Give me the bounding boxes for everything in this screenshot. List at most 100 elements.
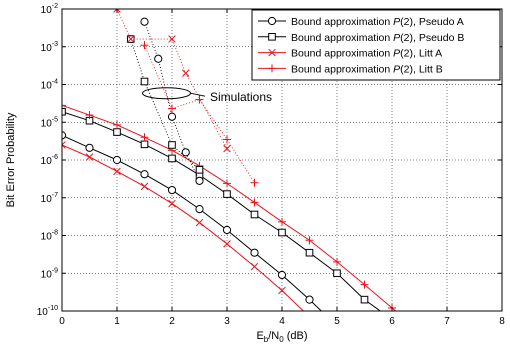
simulation-4-point (195, 95, 204, 104)
series-4-point (62, 101, 66, 110)
y-tick-label: 10-2 (41, 3, 58, 16)
x-tick-label: 2 (169, 316, 175, 327)
simulation-1-point (154, 54, 163, 63)
series-3-point (306, 313, 313, 320)
series-2-point (333, 269, 341, 278)
legend-entry-4: Bound approximation P(2), Litt B (258, 63, 443, 75)
legend-entry-1: Bound approximation P(2), Pseudo A (258, 16, 464, 28)
x-axis-label-sub-0: 0 (279, 335, 284, 344)
series-4-point (85, 111, 94, 120)
y-tick-label: 10-4 (41, 79, 58, 92)
legend-label: Bound approximation P(2), Pseudo A (291, 16, 464, 28)
simulation-2-point (195, 166, 204, 174)
y-tick-label: 10-7 (41, 192, 58, 205)
series-2-point (223, 190, 231, 198)
series-3-point (85, 153, 94, 161)
legend-entry-3: Bound approximation P(2), Litt A (258, 48, 442, 60)
axis-ticks: 0 1 2 3 4 5 6 7 8 10-10 10-9 10-8 10-7 10-6 10-5 10-4 10… (37, 3, 505, 327)
legend: Bound approximation P(2), Pseudo A Bound … (251, 9, 501, 81)
simulation-1-point (195, 176, 204, 185)
series-3-point (140, 182, 149, 191)
series-2-point (416, 342, 423, 346)
series-2-point (168, 154, 176, 163)
series-layer (62, 101, 424, 346)
x-tick-label: 3 (224, 316, 230, 327)
series-2-point (360, 295, 369, 304)
series-2-point (140, 140, 149, 149)
series-4-point (360, 280, 369, 289)
legend-label: Bound approximation P(2), Pseudo B (291, 32, 464, 44)
y-tick-label: 10-9 (41, 267, 58, 280)
x-axis-label: Eb/N0 (dB) (256, 330, 307, 344)
series-4-point (140, 133, 149, 142)
series-1-point (140, 170, 149, 179)
x-tick-label: 8 (499, 316, 505, 327)
x-axis-label-main: E (256, 330, 263, 342)
series-3-point (168, 199, 176, 208)
y-tick-label: 10-5 (41, 116, 58, 129)
x-tick-label: 4 (279, 316, 285, 327)
simulations-annotation: Simulations (142, 87, 272, 104)
simulation-3-point (113, 9, 121, 13)
simulation-4-point (250, 178, 259, 187)
simulation-3-point (168, 35, 176, 43)
simulation-4-point (168, 104, 176, 113)
series-4-point (113, 120, 121, 129)
series-1-point (85, 143, 94, 152)
series-2-point (278, 228, 286, 237)
legend-label: Bound approximation P(2), Litt A (291, 48, 442, 60)
y-tick-label: 10-3 (41, 41, 58, 54)
series-4-point (333, 257, 341, 266)
y-axis-label: Bit Error Probability (5, 112, 17, 207)
x-tick-label: 7 (444, 316, 450, 327)
series-3-point (223, 240, 231, 248)
simulation-3-point (181, 69, 190, 77)
simulation-2-point (140, 77, 149, 86)
series-2-point (250, 210, 259, 219)
legend-swatch-marker (268, 33, 276, 41)
legend-label: Bound approximation P(2), Litt B (291, 63, 443, 75)
series-4-point (278, 217, 286, 226)
series-1-point (222, 225, 232, 235)
simulation-layer (113, 9, 259, 187)
series-2-point (305, 248, 314, 257)
simulation-3-point (126, 35, 135, 43)
simulation-2-point (168, 141, 176, 149)
x-tick-label: 5 (334, 316, 340, 327)
series-4-point (305, 236, 314, 245)
series-line-4 (62, 104, 397, 311)
legend-box (251, 9, 501, 81)
series-3-point (250, 262, 259, 271)
series-1-point (167, 185, 177, 195)
simulation-1-point (140, 17, 149, 26)
simulation-3-point (223, 144, 231, 153)
x-axis-label-sub-b: b (264, 335, 269, 344)
simulation-4-point (223, 135, 231, 144)
x-axis-label-unit: (dB) (284, 330, 308, 342)
x-tick-label: 0 (59, 316, 65, 327)
legend-swatch-marker (267, 16, 277, 26)
series-3-point (195, 218, 204, 227)
series-line-2 (62, 111, 382, 311)
legend-entry-2: Bound approximation P(2), Pseudo B (258, 32, 464, 44)
series-4-point (250, 198, 259, 207)
simulation-4-point (140, 41, 149, 50)
simulation-1-point (167, 112, 177, 121)
legend-swatch-marker (268, 64, 276, 73)
series-4-point (416, 327, 424, 335)
simulation-curve-2 (130, 38, 200, 171)
series-4-point (223, 179, 231, 188)
y-tick-label: 10-8 (41, 230, 58, 243)
series-3-point (113, 167, 121, 176)
series-3-point (278, 286, 286, 295)
series-1-point (195, 205, 204, 214)
y-tick-label: 10-10 (37, 305, 58, 318)
series-1-point (305, 295, 314, 304)
simulation-1-point (181, 148, 190, 157)
series-3-point (334, 338, 341, 345)
x-tick-label: 1 (114, 316, 120, 327)
simulations-pointer (190, 92, 206, 97)
series-3-point (62, 141, 66, 149)
y-tick-label: 10-6 (41, 154, 58, 167)
series-1-point (112, 155, 122, 165)
